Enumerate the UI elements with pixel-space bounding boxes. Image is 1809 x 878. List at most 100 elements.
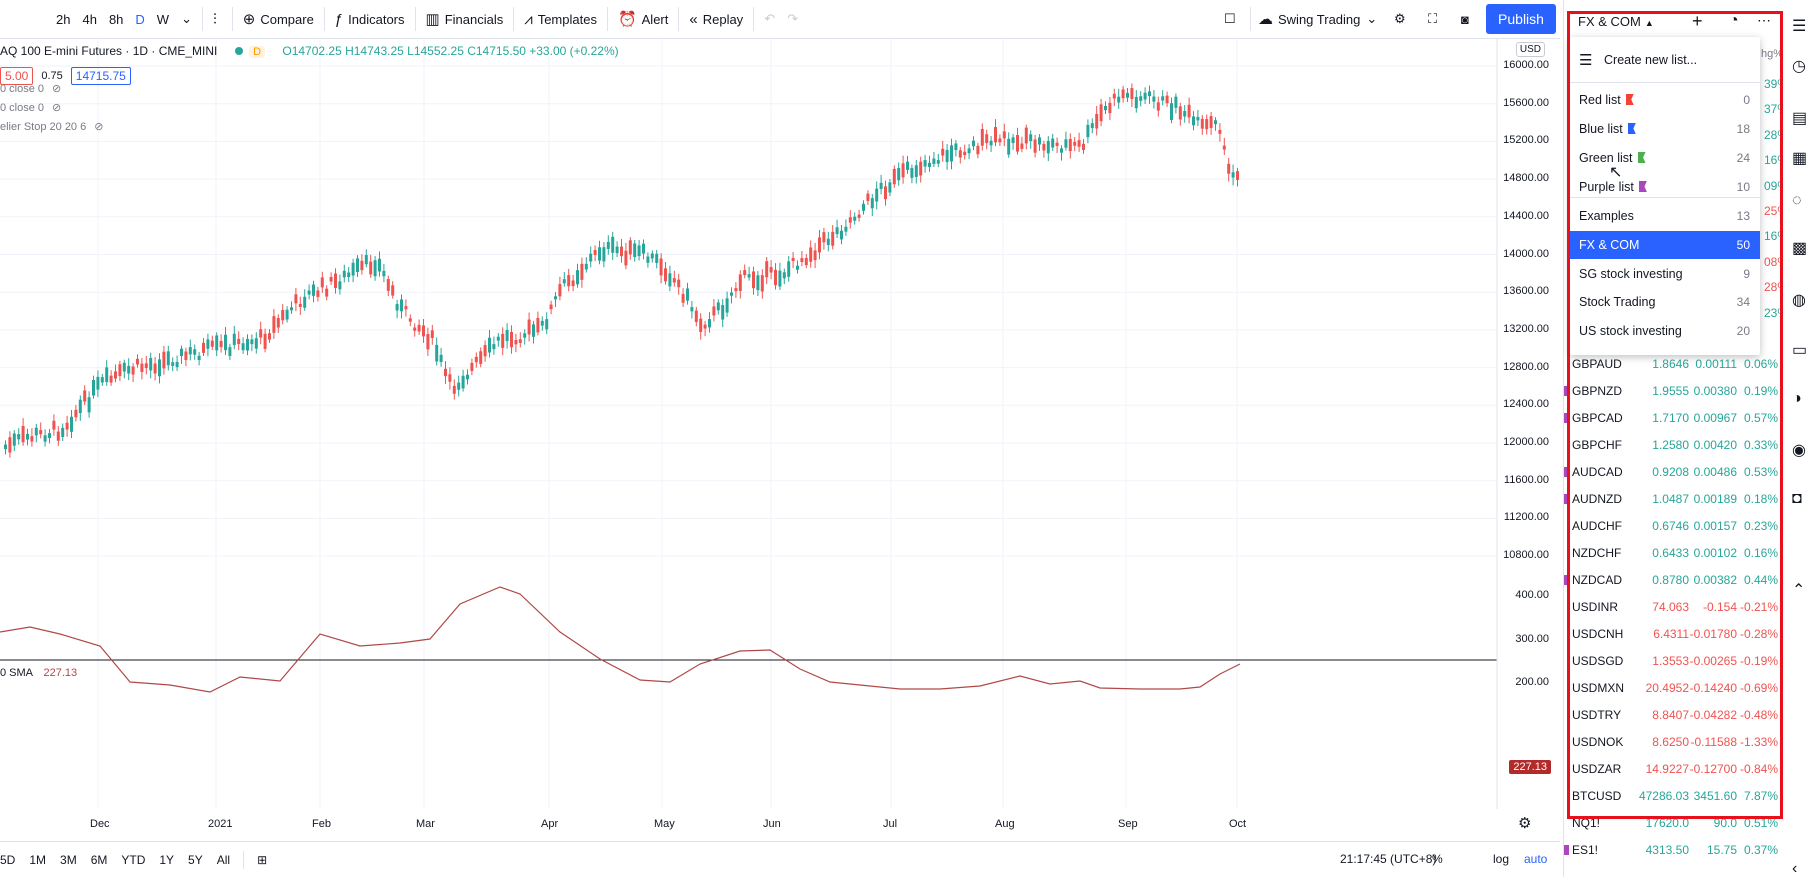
- flag-icon[interactable]: [1564, 575, 1569, 585]
- watchlist-icon[interactable]: ☰: [1792, 18, 1807, 35]
- clock-time[interactable]: 21:17:45 (UTC+8): [1340, 852, 1437, 866]
- range-5y[interactable]: 5Y: [188, 853, 203, 867]
- chart-type-button[interactable]: ⫶: [207, 0, 228, 38]
- data-window-icon[interactable]: ▦: [1792, 150, 1808, 167]
- alerts-icon[interactable]: ◷: [1792, 58, 1806, 75]
- range-3m[interactable]: 3M: [60, 853, 77, 867]
- list-item[interactable]: Stock Trading 34: [1570, 288, 1760, 316]
- expand-left-icon[interactable]: ‹: [1792, 860, 1798, 877]
- chart-area[interactable]: AQ 100 E-mini Futures · 1D · CME_MINI D …: [0, 39, 1500, 809]
- watchlist-row[interactable]: USDMXN 20.4952 -0.14240 -0.69%: [1564, 675, 1784, 702]
- gear-icon[interactable]: ⚙: [1394, 11, 1406, 26]
- sell-price[interactable]: 5.00: [0, 67, 34, 85]
- flag-icon[interactable]: [1564, 386, 1569, 396]
- interval-d[interactable]: D: [135, 11, 145, 27]
- range-1m[interactable]: 1M: [29, 853, 47, 867]
- price-scale[interactable]: USD 16000.00 15600.00 15200.00 14800.00 1440…: [1497, 39, 1559, 809]
- goto-date-icon[interactable]: ⊞: [257, 853, 268, 867]
- chat-icon[interactable]: ▭: [1792, 342, 1808, 359]
- interval-2h[interactable]: 2h: [56, 11, 71, 27]
- watchlist-row[interactable]: ES1! 4313.50 15.75 0.37%: [1564, 837, 1784, 864]
- create-new-list-item[interactable]: ☰ Create new list...: [1570, 46, 1760, 74]
- eye-hidden-icon[interactable]: ⊘: [94, 121, 104, 133]
- flag-icon[interactable]: [1564, 845, 1569, 855]
- sma-legend[interactable]: 0 SMA 227.13: [0, 667, 77, 679]
- alert-button[interactable]: ⏰ Alert: [612, 0, 674, 38]
- flag-icon[interactable]: [1564, 467, 1569, 477]
- hotlist-icon[interactable]: ◌: [1792, 192, 1802, 209]
- redo-icon[interactable]: ↷: [787, 11, 798, 26]
- range-1y[interactable]: 1Y: [159, 853, 175, 867]
- watchlist-row[interactable]: GBPNZD 1.9555 0.00380 0.19%: [1564, 378, 1784, 405]
- financials-button[interactable]: ▥ Financials: [420, 0, 510, 38]
- list-item[interactable]: Examples 13: [1570, 202, 1760, 230]
- calendar-icon[interactable]: ▩: [1792, 240, 1808, 257]
- watchlist-row[interactable]: NQ1! 17620.0 90.0 0.51%: [1564, 810, 1784, 837]
- watchlist-row[interactable]: GBPCHF 1.2580 0.00420 0.33%: [1564, 432, 1784, 459]
- currency-selector[interactable]: USD: [1515, 42, 1545, 57]
- flag-list-item[interactable]: Green list 24: [1570, 144, 1760, 172]
- layout-selector[interactable]: ☁ Swing Trading ⌄: [1252, 0, 1383, 38]
- ideas-icon[interactable]: ◍: [1792, 292, 1806, 309]
- symbol-legend[interactable]: AQ 100 E-mini Futures · 1D · CME_MINI D …: [0, 44, 619, 58]
- interval-w[interactable]: W: [156, 11, 170, 27]
- flag-icon[interactable]: [1564, 413, 1569, 423]
- broadcast-icon[interactable]: ◉: [1792, 442, 1806, 459]
- advanced-view-icon[interactable]: ◔: [1729, 12, 1739, 29]
- time-axis[interactable]: Dec 2021 Feb Mar Apr May Jun Jul Aug Sep Oct: [0, 813, 1500, 837]
- camera-icon[interactable]: ◙: [1461, 11, 1469, 27]
- compare-button[interactable]: ⊕ Compare: [237, 0, 320, 38]
- watchlist-row[interactable]: GBPAUD 1.8646 0.00111 0.06%: [1564, 351, 1784, 378]
- add-symbol-plus-icon[interactable]: +: [1692, 11, 1703, 31]
- range-6m[interactable]: 6M: [90, 853, 108, 867]
- eye-hidden-icon[interactable]: ⊘: [52, 83, 62, 95]
- axis-settings-gear-icon[interactable]: ⚙: [1518, 815, 1532, 832]
- range-5d[interactable]: 5D: [0, 853, 16, 867]
- more-options-icon[interactable]: ⋯: [1757, 12, 1771, 28]
- log-toggle[interactable]: log: [1493, 852, 1510, 866]
- publish-button[interactable]: Publish: [1486, 4, 1556, 34]
- flag-icon[interactable]: [1564, 494, 1569, 504]
- watchlist-row[interactable]: USDSGD 1.3553 -0.00265 -0.19%: [1564, 648, 1784, 675]
- range-all[interactable]: All: [216, 853, 231, 867]
- flag-list-item[interactable]: Purple list 10: [1570, 173, 1760, 201]
- watchlist-row[interactable]: NZDCAD 0.8780 0.00382 0.44%: [1564, 567, 1784, 594]
- fullscreen-icon[interactable]: ⛶: [1428, 11, 1438, 26]
- collapse-icon[interactable]: ⌃: [1792, 582, 1806, 599]
- study-legend-1[interactable]: 0 close 0 ⊘: [0, 82, 61, 95]
- indicators-button[interactable]: ƒ Indicators: [329, 0, 411, 38]
- interval-4h[interactable]: 4h: [82, 11, 97, 27]
- eye-hidden-icon[interactable]: ⊘: [52, 102, 62, 114]
- watchlist-row[interactable]: USDNOK 8.6250 -0.11588 -1.33%: [1564, 729, 1784, 756]
- flag-list-item[interactable]: Red list 0: [1570, 86, 1760, 114]
- watchlist-row[interactable]: NZDCHF 0.6433 0.00102 0.16%: [1564, 540, 1784, 567]
- watchlist-row[interactable]: USDZAR 14.9227 -0.12700 -0.84%: [1564, 756, 1784, 783]
- streams-icon[interactable]: ◑: [1792, 390, 1802, 407]
- range-ytd[interactable]: YTD: [121, 853, 146, 867]
- news-icon[interactable]: ▤: [1792, 110, 1808, 127]
- watchlist-name-button[interactable]: FX & COM ▲: [1578, 14, 1654, 29]
- templates-button[interactable]: ⩘ Templates: [518, 0, 603, 38]
- watchlist-row[interactable]: USDTRY 8.8407 -0.04282 -0.48%: [1564, 702, 1784, 729]
- buy-price[interactable]: 14715.75: [70, 67, 131, 85]
- study-legend-2[interactable]: 0 close 0 ⊘: [0, 101, 61, 114]
- undo-icon[interactable]: ↶: [764, 11, 776, 26]
- interval-8h[interactable]: 8h: [108, 11, 124, 27]
- percent-toggle[interactable]: %: [1432, 852, 1443, 866]
- notifications-icon[interactable]: ◘: [1792, 490, 1802, 507]
- watchlist-row[interactable]: USDINR 74.063 -0.154 -0.21%: [1564, 594, 1784, 621]
- watchlist-row[interactable]: USDCNH 6.4311 -0.01780 -0.28%: [1564, 621, 1784, 648]
- interval-dropdown-chevron-icon[interactable]: ⌄: [181, 11, 192, 26]
- watchlist-row[interactable]: GBPCAD 1.7170 0.00967 0.57%: [1564, 405, 1784, 432]
- auto-toggle[interactable]: auto: [1524, 852, 1548, 866]
- watchlist-row[interactable]: AUDCHF 0.6746 0.00157 0.23%: [1564, 513, 1784, 540]
- watchlist-row[interactable]: BTCUSD 47286.03 3451.60 7.87%: [1564, 783, 1784, 810]
- replay-button[interactable]: «Replay: [683, 0, 749, 38]
- watchlist-row[interactable]: AUDNZD 1.0487 0.00189 0.18%: [1564, 486, 1784, 513]
- watchlist-row[interactable]: AUDCAD 0.9208 0.00486 0.53%: [1564, 459, 1784, 486]
- study-legend-3[interactable]: elier Stop 20 20 6 ⊘: [0, 120, 103, 133]
- list-item[interactable]: SG stock investing 9: [1570, 260, 1760, 288]
- selected-list-item[interactable]: FX & COM 50: [1570, 230, 1760, 259]
- list-item[interactable]: US stock investing 20: [1570, 317, 1760, 345]
- flag-list-item[interactable]: Blue list 18: [1570, 115, 1760, 143]
